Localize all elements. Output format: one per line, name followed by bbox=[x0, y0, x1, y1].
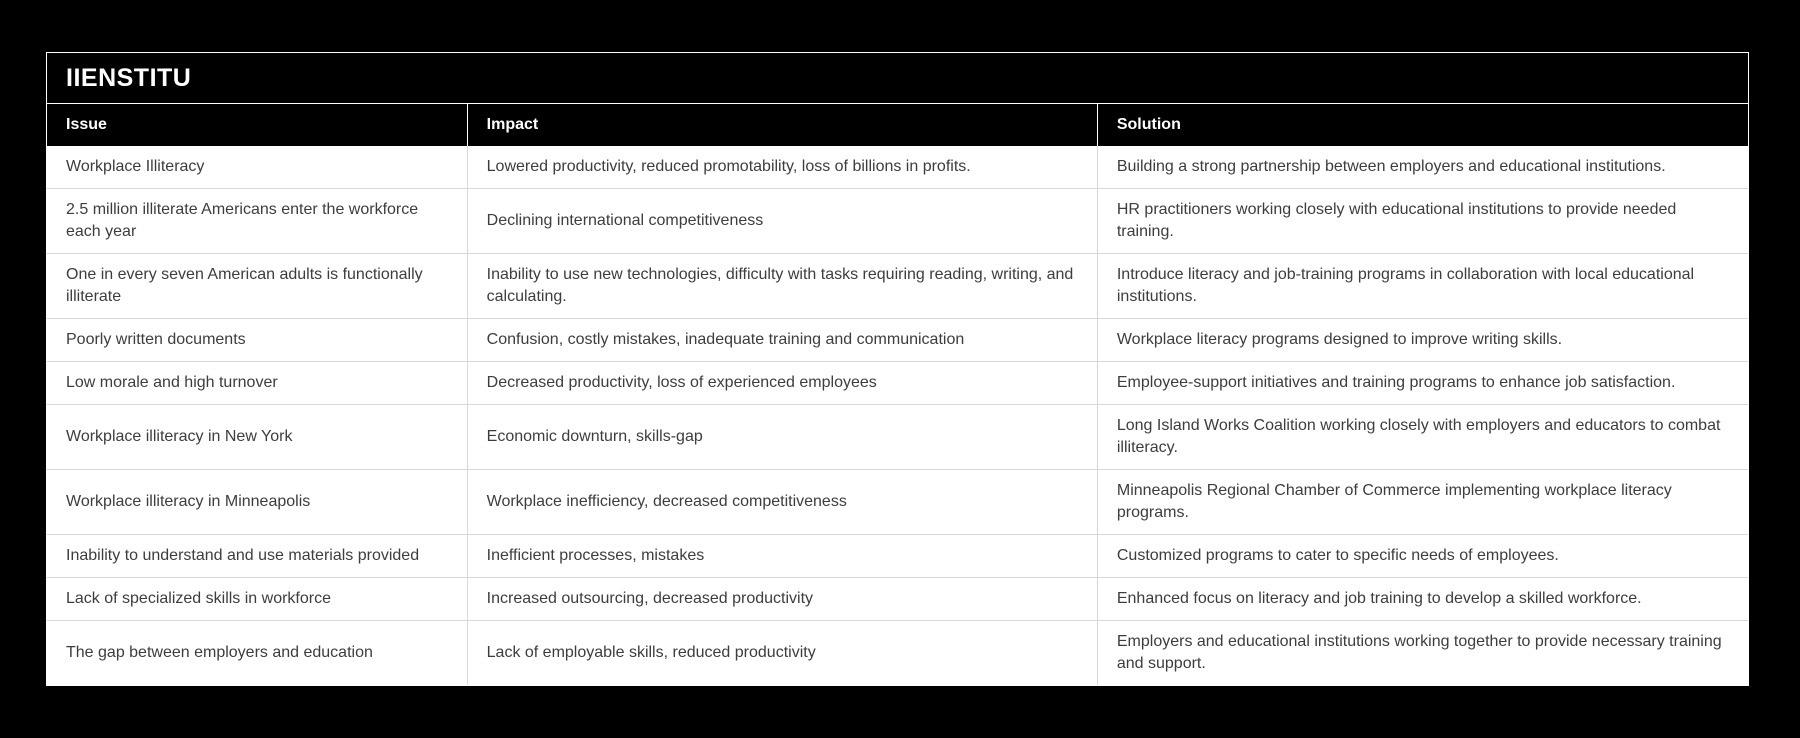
table-row: The gap between employers and education … bbox=[47, 620, 1748, 685]
column-header-solution: Solution bbox=[1096, 104, 1748, 146]
solution-cell: Employee-support initiatives and trainin… bbox=[1096, 361, 1748, 405]
table-row: Workplace illiteracy in New York Economi… bbox=[47, 404, 1748, 470]
solution-cell: Customized programs to cater to specific… bbox=[1096, 534, 1748, 578]
column-header-issue: Issue bbox=[47, 104, 468, 146]
issue-cell: 2.5 million illiterate Americans enter t… bbox=[47, 188, 468, 254]
solution-cell: Enhanced focus on literacy and job train… bbox=[1096, 577, 1748, 621]
impact-cell: Confusion, costly mistakes, inadequate t… bbox=[466, 318, 1098, 362]
table-row: Workplace Illiteracy Lowered productivit… bbox=[47, 146, 1748, 189]
impact-cell: Inefficient processes, mistakes bbox=[466, 534, 1098, 578]
table-row: Low morale and high turnover Decreased p… bbox=[47, 361, 1748, 405]
issue-cell: Inability to understand and use material… bbox=[47, 534, 468, 578]
column-header-impact: Impact bbox=[466, 104, 1098, 146]
impact-cell: Decreased productivity, loss of experien… bbox=[466, 361, 1098, 405]
solution-cell: Minneapolis Regional Chamber of Commerce… bbox=[1096, 469, 1748, 535]
issues-table: Issue Impact Solution Workplace Illitera… bbox=[47, 104, 1748, 685]
table-title: IIENSTITU bbox=[47, 53, 1748, 104]
impact-cell: Lowered productivity, reduced promotabil… bbox=[466, 146, 1098, 189]
issue-cell: One in every seven American adults is fu… bbox=[47, 253, 468, 319]
impact-cell: Inability to use new technologies, diffi… bbox=[466, 253, 1098, 319]
impact-cell: Economic downturn, skills-gap bbox=[466, 404, 1098, 470]
table-row: One in every seven American adults is fu… bbox=[47, 253, 1748, 319]
issue-cell: Workplace illiteracy in New York bbox=[47, 404, 468, 470]
impact-cell: Declining international competitiveness bbox=[466, 188, 1098, 254]
solution-cell: Workplace literacy programs designed to … bbox=[1096, 318, 1748, 362]
solution-cell: Employers and educational institutions w… bbox=[1096, 620, 1748, 685]
issues-table-panel: IIENSTITU Issue Impact Solution Workplac… bbox=[46, 52, 1749, 686]
solution-cell: Building a strong partnership between em… bbox=[1096, 146, 1748, 189]
solution-cell: Introduce literacy and job-training prog… bbox=[1096, 253, 1748, 319]
issue-cell: Poorly written documents bbox=[47, 318, 468, 362]
table-row: Poorly written documents Confusion, cost… bbox=[47, 318, 1748, 362]
table-row: 2.5 million illiterate Americans enter t… bbox=[47, 188, 1748, 254]
issue-cell: Lack of specialized skills in workforce bbox=[47, 577, 468, 621]
table-row: Workplace illiteracy in Minneapolis Work… bbox=[47, 469, 1748, 535]
impact-cell: Lack of employable skills, reduced produ… bbox=[466, 620, 1098, 685]
issue-cell: Low morale and high turnover bbox=[47, 361, 468, 405]
table-row: Inability to understand and use material… bbox=[47, 534, 1748, 578]
impact-cell: Increased outsourcing, decreased product… bbox=[466, 577, 1098, 621]
issue-cell: The gap between employers and education bbox=[47, 620, 468, 685]
solution-cell: HR practitioners working closely with ed… bbox=[1096, 188, 1748, 254]
header-row: Issue Impact Solution bbox=[47, 104, 1748, 146]
impact-cell: Workplace inefficiency, decreased compet… bbox=[466, 469, 1098, 535]
table-row: Lack of specialized skills in workforce … bbox=[47, 577, 1748, 621]
issue-cell: Workplace Illiteracy bbox=[47, 146, 468, 189]
issue-cell: Workplace illiteracy in Minneapolis bbox=[47, 469, 468, 535]
solution-cell: Long Island Works Coalition working clos… bbox=[1096, 404, 1748, 470]
